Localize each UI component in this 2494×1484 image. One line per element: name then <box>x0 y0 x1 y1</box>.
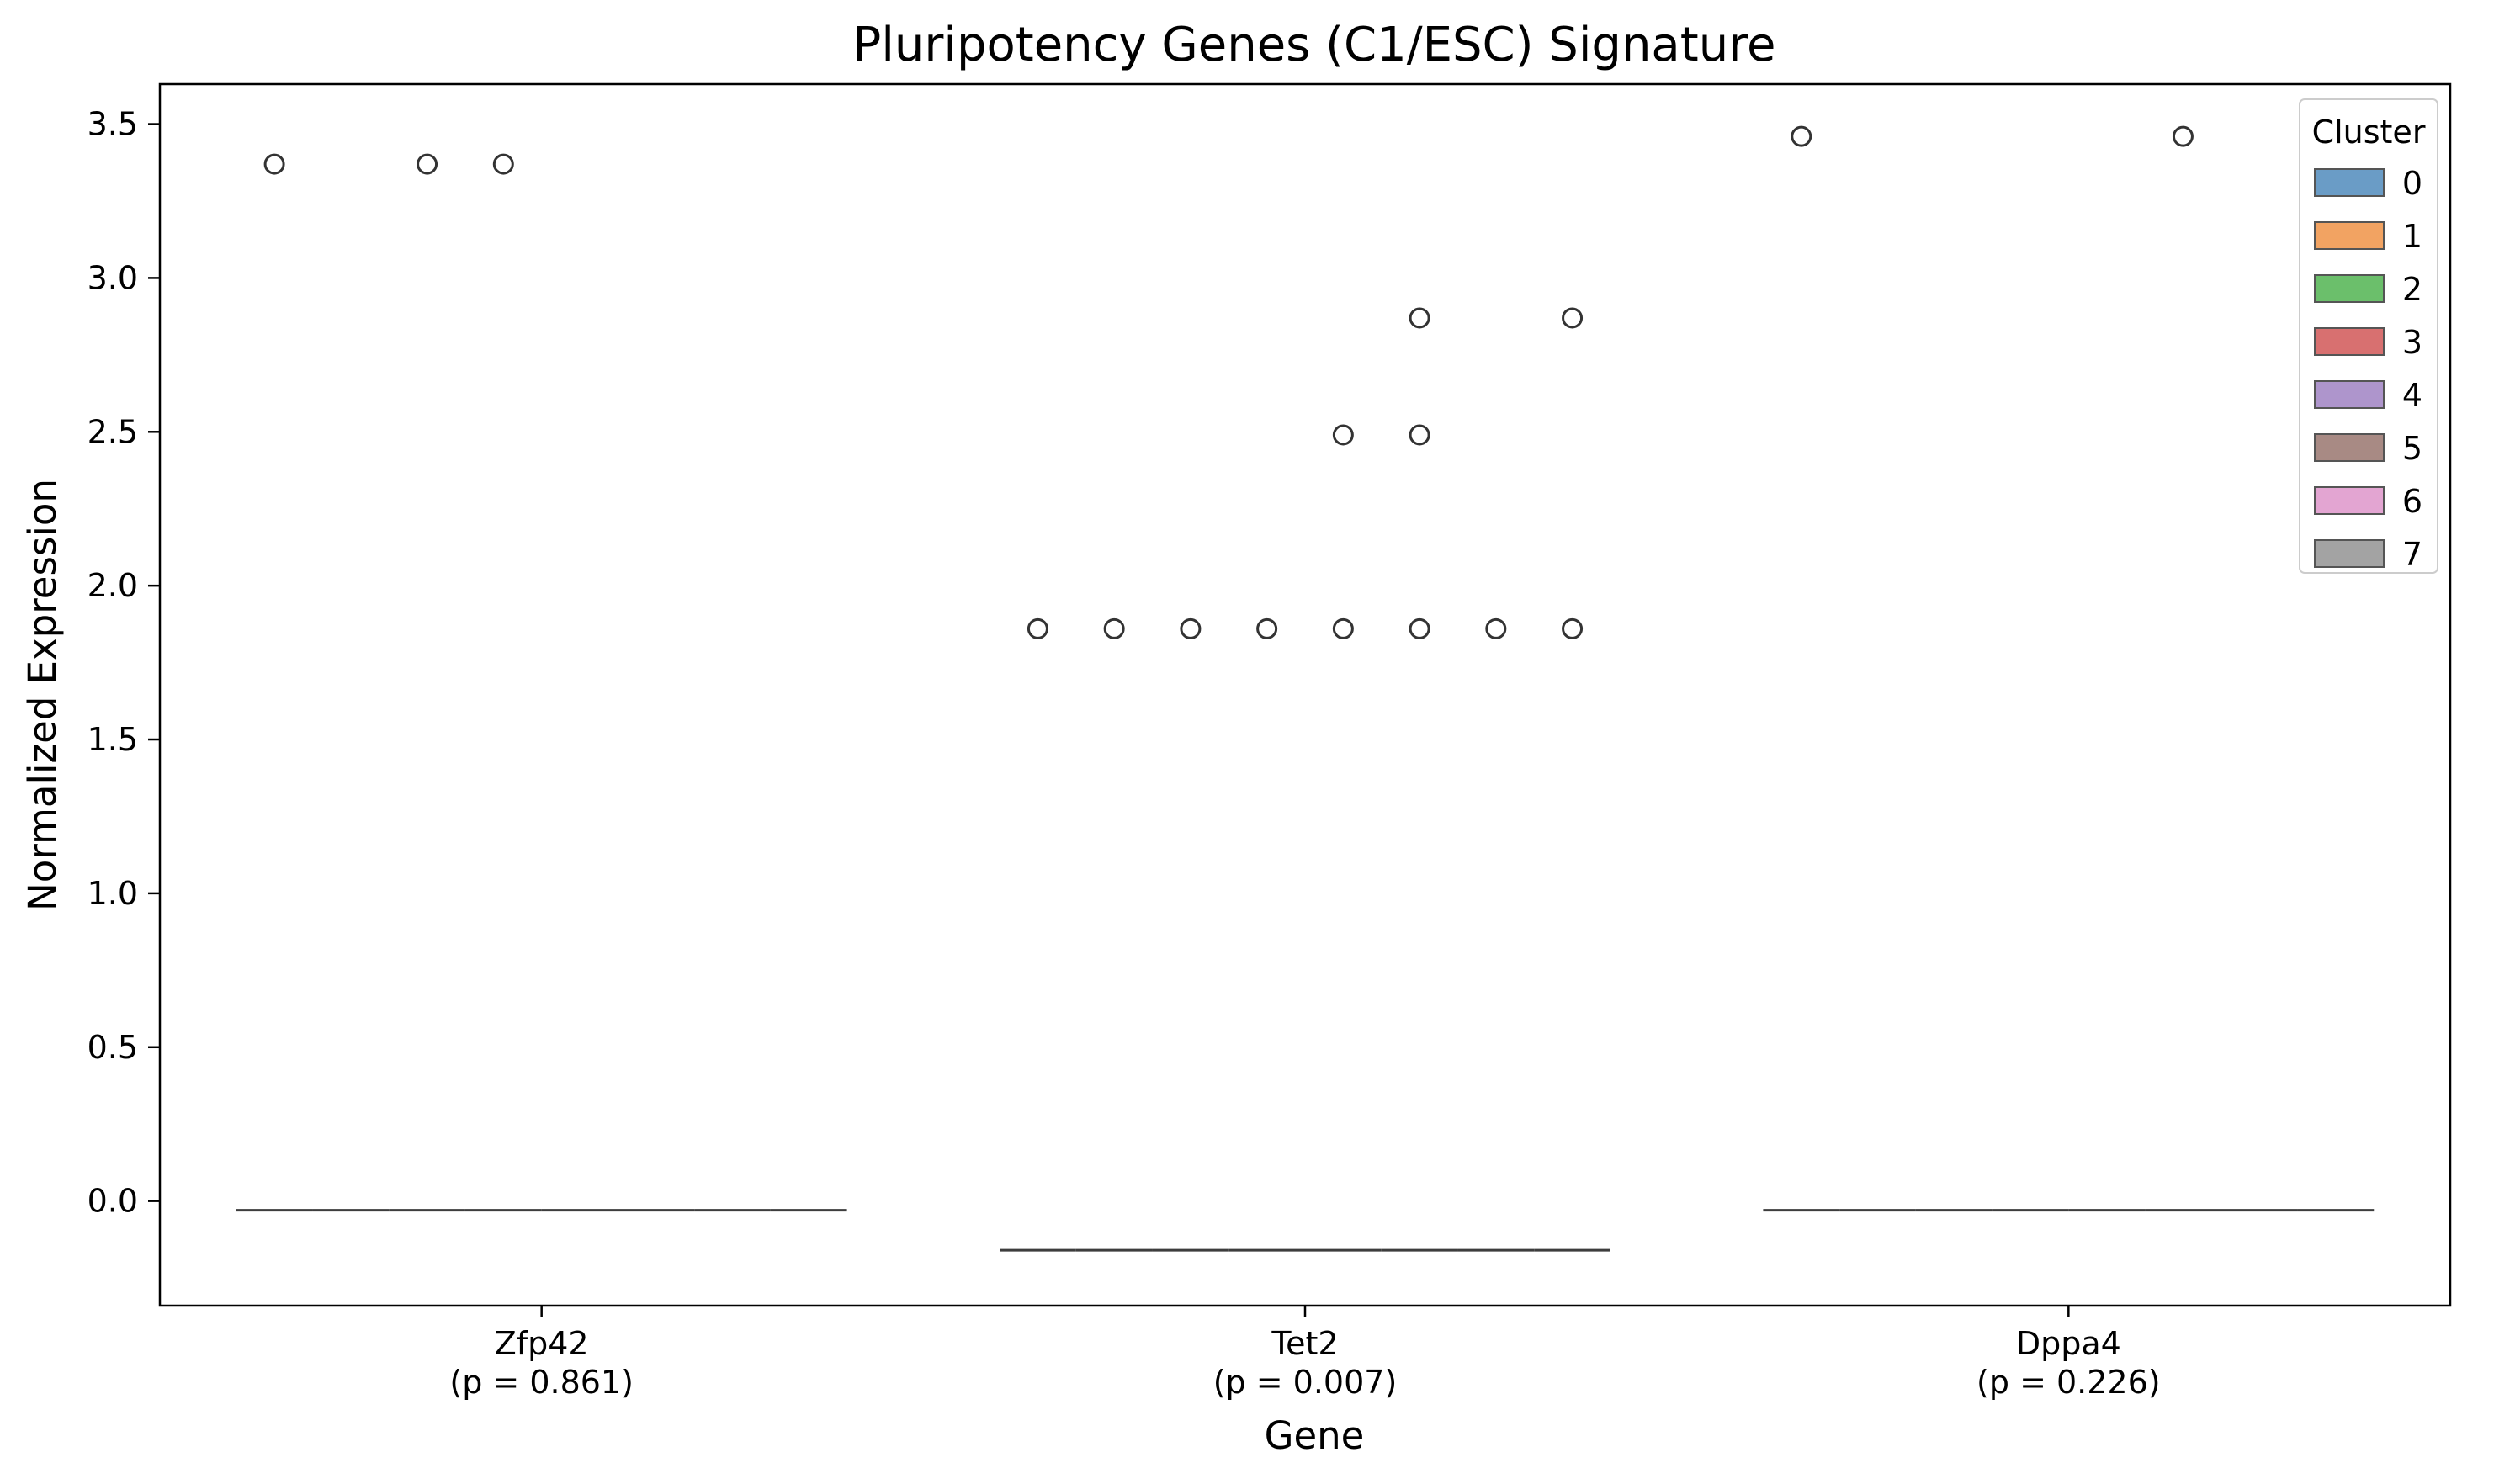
legend-swatch-cluster-1 <box>2314 221 2385 250</box>
y-tick-label: 3.0 <box>88 259 138 296</box>
outlier-point <box>1256 617 1278 639</box>
x-tick-label-pvalue: (p = 0.007) <box>1213 1364 1398 1401</box>
legend-label-cluster-1: 1 <box>2402 218 2422 255</box>
outlier-point <box>1409 424 1430 446</box>
legend-swatch-cluster-4 <box>2314 380 2385 409</box>
chart-title: Pluripotency Genes (C1/ESC) Signature <box>853 18 1776 72</box>
y-tick-label: 0.0 <box>88 1183 138 1220</box>
outlier-point <box>1332 617 1354 639</box>
y-tick-label: 3.5 <box>88 106 138 143</box>
x-tick-label-gene: Tet2 <box>1271 1325 1338 1362</box>
outlier-point <box>1409 617 1430 639</box>
y-tick-label: 0.5 <box>88 1029 138 1066</box>
y-tick-label: 1.0 <box>88 875 138 912</box>
x-tick-label-gene: Zfp42 <box>495 1325 589 1362</box>
y-tick-label: 2.0 <box>88 567 138 604</box>
outlier-point <box>1027 617 1048 639</box>
plot-frame <box>158 82 2452 1307</box>
y-tick-label: 1.5 <box>88 721 138 758</box>
x-axis-label: Gene <box>1265 1413 1365 1458</box>
legend-label-cluster-4: 4 <box>2402 377 2422 414</box>
outlier-point <box>1180 617 1202 639</box>
y-tick-label: 2.5 <box>88 413 138 450</box>
outlier-point <box>1103 617 1125 639</box>
outlier-point <box>1791 125 1812 147</box>
x-tick-label-pvalue: (p = 0.861) <box>449 1364 634 1401</box>
legend-label-cluster-0: 0 <box>2402 165 2422 202</box>
legend-label-cluster-2: 2 <box>2402 271 2422 308</box>
outlier-point <box>1562 307 1584 329</box>
x-tick-label-gene: Dppa4 <box>2016 1325 2121 1362</box>
outlier-point <box>263 153 285 175</box>
outlier-point <box>1332 424 1354 446</box>
legend-swatch-cluster-2 <box>2314 274 2385 303</box>
legend-label-cluster-5: 5 <box>2402 430 2422 467</box>
x-tick-label-pvalue: (p = 0.226) <box>1977 1364 2161 1401</box>
legend: Cluster 0 1 2 3 4 5 6 7 <box>2299 98 2438 574</box>
y-axis-label: Normalized Expression <box>20 479 65 911</box>
legend-label-cluster-3: 3 <box>2402 324 2422 361</box>
legend-title: Cluster <box>2312 114 2426 151</box>
legend-swatch-cluster-7 <box>2314 539 2385 568</box>
plot-area: 0.0 0.5 1.0 1.5 2.0 2.5 3.0 3.5 Zfp42(p = 0.861)… <box>88 106 2375 1401</box>
outlier-point <box>417 153 438 175</box>
legend-swatch-cluster-0 <box>2314 168 2385 197</box>
outlier-point <box>1409 307 1430 329</box>
legend-swatch-cluster-5 <box>2314 433 2385 462</box>
outlier-point <box>1562 617 1584 639</box>
legend-label-cluster-6: 6 <box>2402 483 2422 520</box>
legend-swatch-cluster-6 <box>2314 486 2385 515</box>
outlier-point <box>492 153 514 175</box>
legend-swatch-cluster-3 <box>2314 327 2385 356</box>
outlier-point <box>1485 617 1507 639</box>
legend-label-cluster-7: 7 <box>2402 536 2422 573</box>
outlier-point <box>2172 125 2194 147</box>
